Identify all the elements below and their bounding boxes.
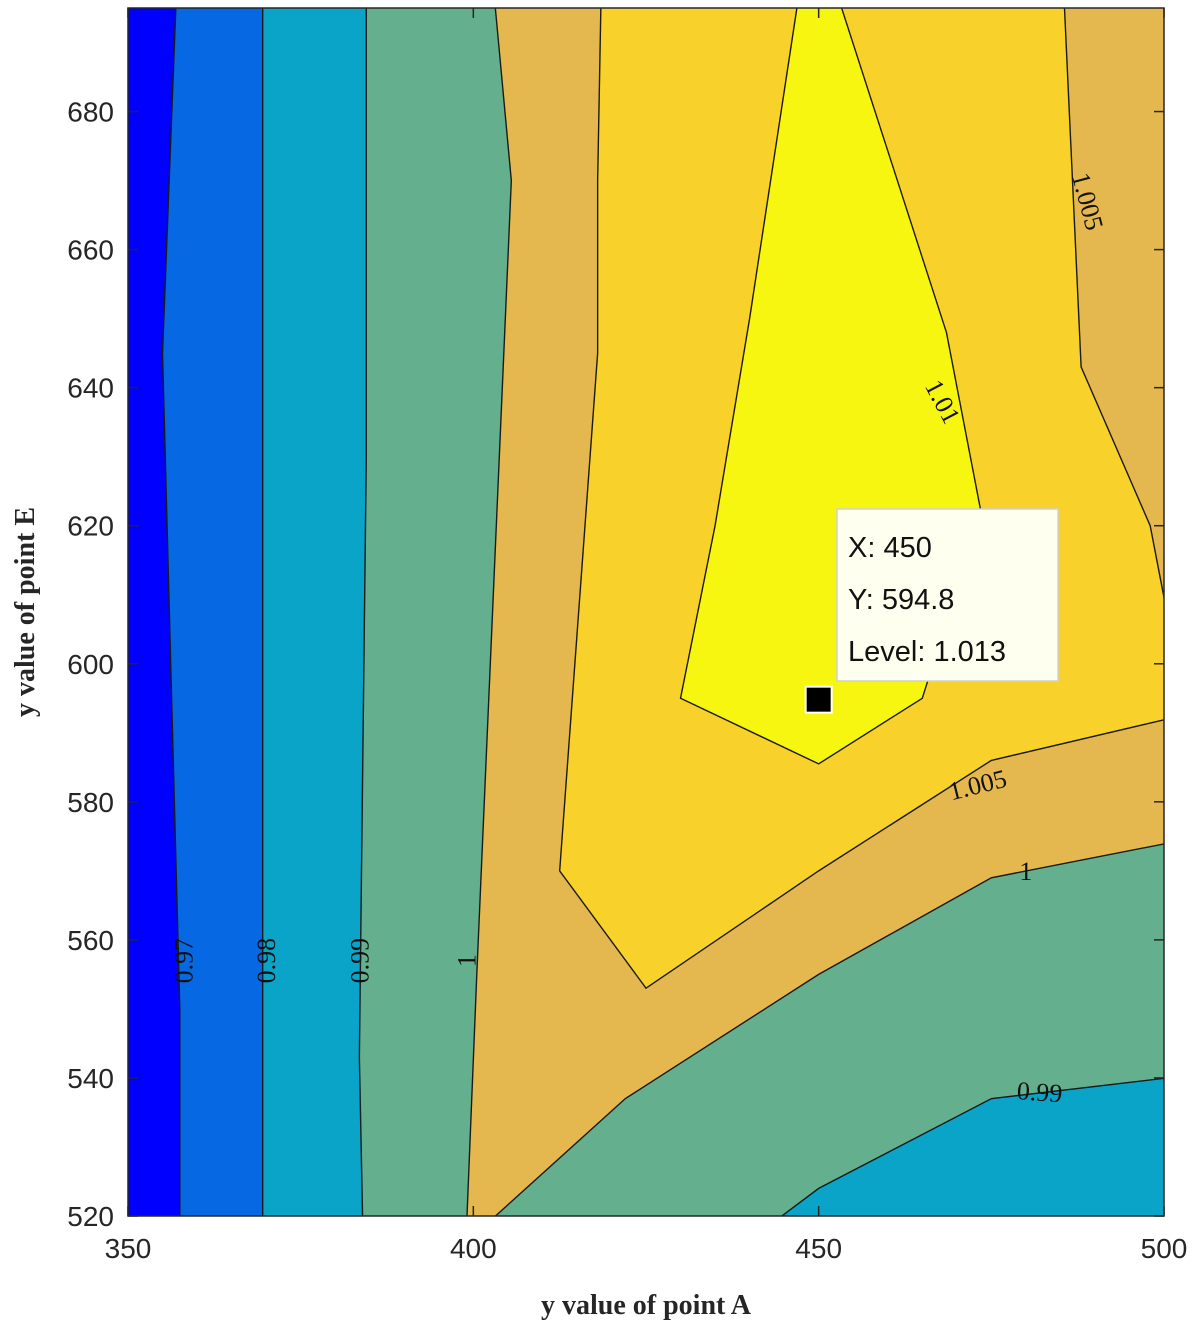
datatip-marker[interactable] <box>804 685 833 714</box>
y-tick-label: 520 <box>67 1201 114 1232</box>
y-tick-label: 640 <box>67 373 114 404</box>
datatip-line: X: 450 <box>848 532 932 564</box>
contour-label: 1 <box>1019 857 1032 886</box>
x-axis: 350 400 450 500 <box>105 8 1188 1264</box>
datatip-line: Y: 594.8 <box>848 584 954 616</box>
y-tick-label: 680 <box>67 97 114 128</box>
contour-label: 1 <box>452 954 481 967</box>
contour-1.0-left <box>466 8 513 1216</box>
x-tick-label: 450 <box>795 1233 842 1264</box>
y-tick-label: 540 <box>67 1063 114 1094</box>
x-tick-label: 400 <box>450 1233 497 1264</box>
contour-1.005-right <box>1063 8 1164 602</box>
y-tick-label: 620 <box>67 511 114 542</box>
datatip[interactable]: X: 450 Y: 594.8 Level: 1.013 <box>804 508 1059 714</box>
y-tick-label: 600 <box>67 649 114 680</box>
datatip-box <box>836 508 1059 682</box>
y-tick-label: 580 <box>67 787 114 818</box>
y-tick-label: 560 <box>67 925 114 956</box>
y-tick-label: 660 <box>67 235 114 266</box>
contour-label: 0.99 <box>345 938 374 984</box>
x-tick-label: 350 <box>105 1233 152 1264</box>
contour-lines <box>161 8 1164 1216</box>
contour-1.005-main <box>558 8 1164 990</box>
contour-label: 0.97 <box>169 938 198 984</box>
datatip-line: Level: 1.013 <box>848 636 1006 668</box>
contour-fills <box>128 8 1164 1216</box>
contour-0.99-left <box>358 8 367 1216</box>
region-0.98-0.99 <box>262 8 367 1216</box>
contour-1.0-bottom <box>494 843 1164 1216</box>
contour-label: 0.98 <box>252 938 281 984</box>
contour-label: 0.99 <box>1016 1076 1063 1108</box>
plot-frame <box>127 7 1165 1217</box>
contour-1.01 <box>679 8 982 765</box>
y-axis: 520 540 560 580 600 620 640 660 680 <box>67 97 1164 1232</box>
y-axis-label: y value of point E <box>10 507 41 717</box>
x-axis-label: y value of point A <box>541 1290 752 1321</box>
contour-0.99-bottom <box>780 1077 1164 1216</box>
x-tick-label: 500 <box>1141 1233 1188 1264</box>
contour-0.97 <box>161 8 181 1216</box>
